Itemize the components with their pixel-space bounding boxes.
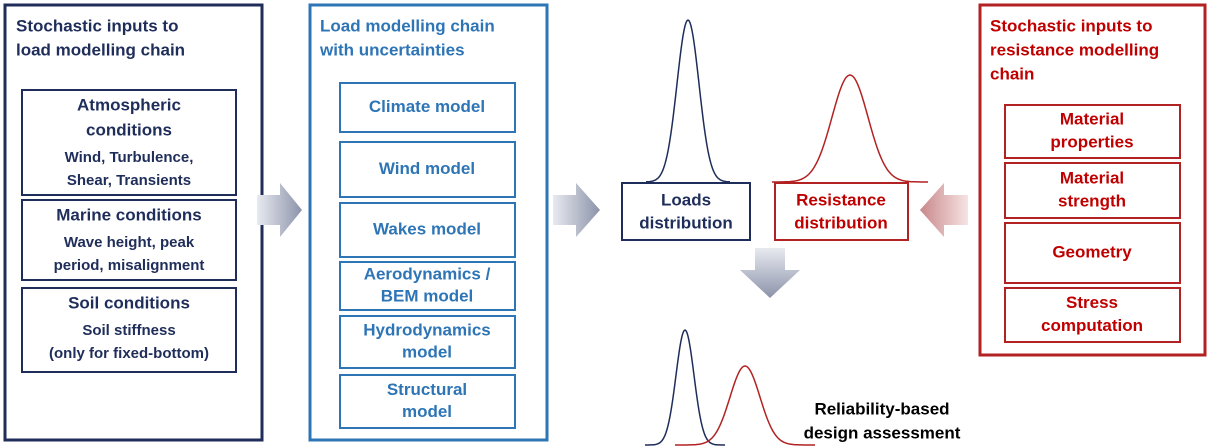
arrow	[920, 183, 968, 237]
box-detail: (only for fixed-bottom)	[49, 345, 209, 362]
box-detail: Wave height, peak	[64, 234, 195, 251]
resistance-inputs-panel	[978, 3, 1207, 357]
input-label: Material	[1060, 168, 1124, 187]
distribution-curve	[772, 74, 928, 183]
model-label: Aerodynamics /	[364, 264, 491, 283]
model-label: BEM model	[381, 286, 474, 305]
box-detail: Wind, Turbulence,	[65, 149, 194, 166]
input-label: computation	[1041, 316, 1143, 335]
panel-title: resistance modelling	[990, 40, 1159, 59]
input-box	[1004, 287, 1181, 343]
input-box	[1004, 104, 1181, 159]
distribution-curve	[645, 19, 731, 183]
box-heading: Soil conditions	[68, 293, 190, 312]
distribution-curve	[645, 329, 725, 446]
panel-title: load modelling chain	[16, 40, 185, 59]
box-heading: Marine conditions	[56, 205, 201, 224]
model-label: model	[402, 342, 452, 361]
model-label: model	[402, 402, 452, 421]
input-box	[21, 287, 237, 373]
input-box	[1004, 222, 1181, 284]
panel-title: Stochastic inputs to	[16, 16, 178, 35]
input-label: strength	[1058, 191, 1126, 210]
loads-label: distribution	[639, 213, 732, 232]
box-detail: period, misalignment	[54, 257, 205, 274]
model-box	[339, 261, 516, 311]
input-box	[21, 199, 237, 281]
panel-title: with uncertainties	[319, 40, 465, 59]
panel-title: chain	[990, 64, 1034, 83]
model-box	[339, 141, 516, 198]
model-box	[339, 82, 516, 133]
box-heading: Atmospheric	[77, 95, 181, 114]
box-heading: conditions	[86, 120, 172, 139]
assessment-label: design assessment	[804, 423, 961, 442]
load-chain-panel	[308, 3, 549, 442]
input-label: Material	[1060, 109, 1124, 128]
panel-title: Stochastic inputs to	[990, 16, 1152, 35]
input-label: Stress	[1066, 293, 1118, 312]
model-label: Wakes model	[373, 219, 481, 238]
input-box	[1004, 162, 1181, 219]
resistance-box	[774, 182, 909, 241]
resistance-label: Resistance	[796, 190, 886, 209]
model-box	[339, 202, 516, 258]
input-label: properties	[1050, 132, 1133, 151]
distribution-curve	[675, 365, 815, 446]
loads-box	[621, 182, 751, 241]
model-label: Wind model	[379, 159, 475, 178]
input-label: Geometry	[1052, 242, 1132, 261]
model-box	[339, 315, 516, 369]
model-label: Structural	[387, 380, 467, 399]
model-box	[339, 374, 516, 429]
arrow	[257, 183, 302, 237]
model-label: Climate model	[369, 97, 485, 116]
box-detail: Soil stiffness	[82, 322, 175, 339]
box-detail: Shear, Transients	[67, 172, 191, 189]
arrow	[553, 183, 600, 237]
model-label: Hydrodynamics	[363, 320, 491, 339]
input-box	[21, 89, 237, 196]
assessment-label: Reliability-based	[814, 399, 949, 418]
arrow	[740, 248, 800, 298]
resistance-label: distribution	[794, 213, 887, 232]
panel-title: Load modelling chain	[320, 16, 495, 35]
loads-label: Loads	[661, 190, 711, 209]
